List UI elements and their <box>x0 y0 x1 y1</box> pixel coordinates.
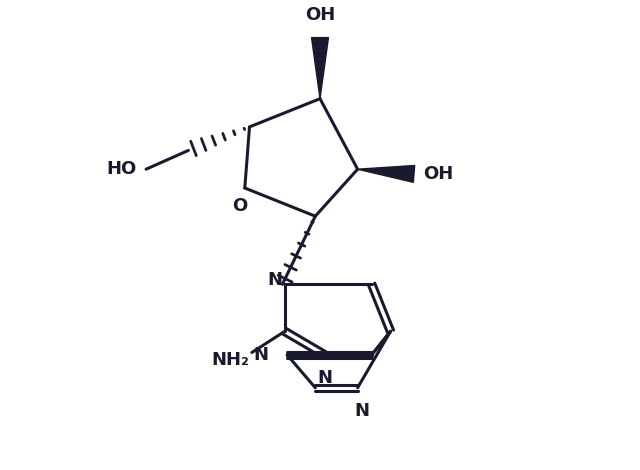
Text: N: N <box>268 271 283 289</box>
Text: N: N <box>253 346 268 364</box>
Text: N: N <box>355 402 370 420</box>
Polygon shape <box>358 165 415 182</box>
Text: O: O <box>232 197 248 215</box>
Text: OH: OH <box>424 165 454 183</box>
Text: OH: OH <box>305 6 335 24</box>
Text: NH₂: NH₂ <box>212 351 250 368</box>
Text: HO: HO <box>106 160 137 178</box>
Text: N: N <box>317 369 332 387</box>
Polygon shape <box>312 38 328 99</box>
